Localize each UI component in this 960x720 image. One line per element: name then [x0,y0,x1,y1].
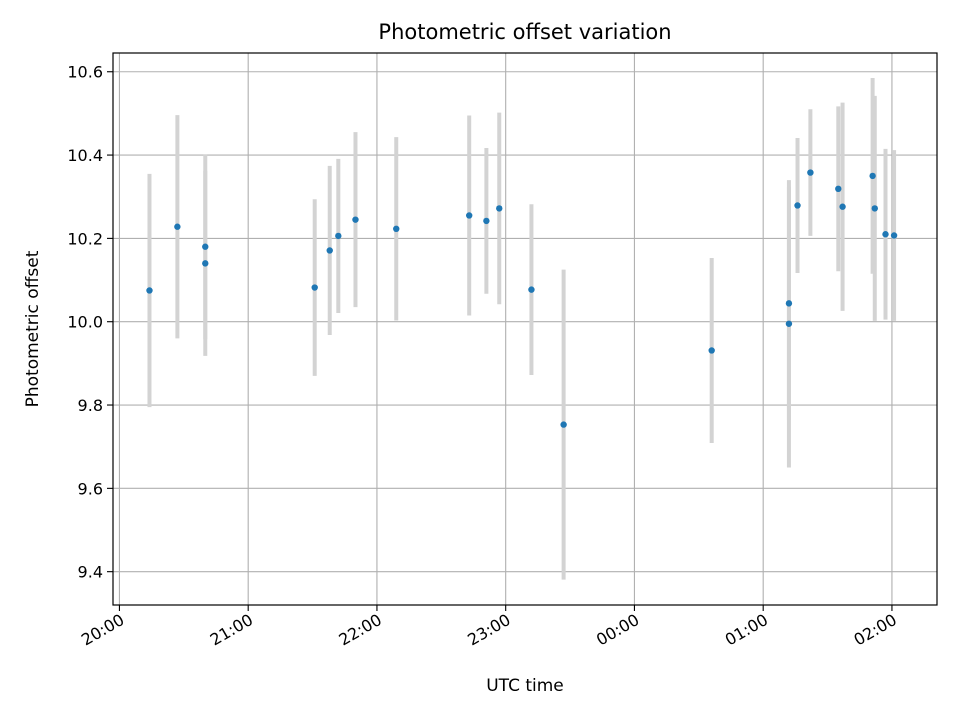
x-tick-label: 20:00 [78,610,127,650]
data-point [794,202,801,209]
y-tick-label: 10.2 [67,229,103,248]
x-tick-label: 02:00 [851,610,900,650]
y-tick-label: 10.0 [67,313,103,332]
data-point [869,172,876,180]
y-axis-ticks: 9.4 9.6 9.8 10.0 10.2 10.4 10.6 [67,63,113,582]
plot-background [113,53,937,605]
y-tick-label: 9.8 [78,396,103,415]
data-point [146,287,153,294]
y-tick-label: 10.6 [67,63,103,82]
data-point [785,320,793,327]
data-point [890,232,898,239]
data-point [202,243,209,250]
plot-frame [112,52,938,606]
chart-title: Photometric offset variation [378,20,671,44]
x-tick-label: 00:00 [593,610,642,650]
data-point [496,205,503,212]
data-point [882,231,889,238]
x-axis-ticks: 20:00 21:00 22:00 23:00 00:00 01:00 02:00 [78,605,900,650]
data-point [807,169,814,176]
y-tick-label: 9.6 [78,479,103,498]
data-point [174,223,181,230]
data-point [335,232,342,240]
x-tick-label: 21:00 [207,610,256,650]
data-point [311,284,318,291]
y-tick-label: 10.4 [67,146,103,165]
data-point [202,260,209,267]
grid-lines [113,53,937,605]
data-point [839,203,846,210]
data-point [871,205,878,212]
data-point [352,216,359,223]
data-points [146,169,898,428]
data-point [560,421,567,428]
x-tick-label: 22:00 [336,610,385,650]
y-tick-label: 9.4 [78,563,103,582]
y-axis-label: Photometric offset [23,250,43,407]
x-tick-label: 01:00 [722,610,771,650]
data-point [326,247,333,254]
data-point [393,225,400,233]
data-point [483,217,490,225]
data-point [785,300,793,307]
x-axis-label: UTC time [486,676,564,696]
data-point [528,286,535,293]
data-point [466,212,473,219]
data-point [708,347,715,354]
x-tick-label: 23:00 [464,610,513,650]
data-point [835,185,842,193]
